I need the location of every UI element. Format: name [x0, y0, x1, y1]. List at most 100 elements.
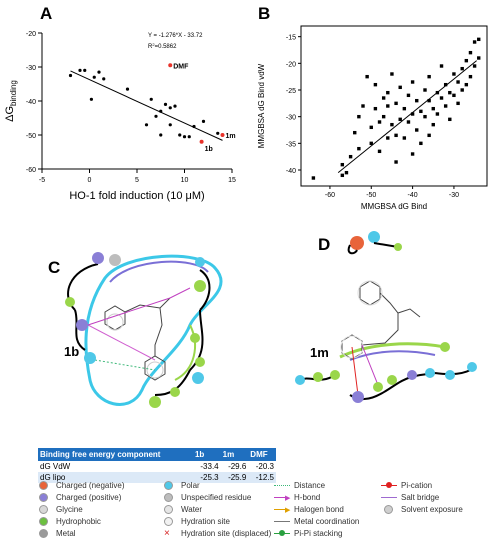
- legend-line-icon: [274, 517, 290, 526]
- legend-item: Charged (positive): [36, 492, 121, 503]
- chart-b-point: [468, 74, 473, 79]
- chart-b-point: [448, 117, 452, 122]
- chart-b-point: [406, 120, 411, 124]
- chart-b-point: [353, 130, 357, 135]
- chart-b-point: [477, 37, 481, 42]
- chart-b-point: [448, 90, 452, 95]
- chart-a-x-tick-label: 0: [88, 177, 92, 184]
- chart-b-point: [398, 117, 402, 122]
- chart-a-point: [216, 131, 220, 135]
- chart-a-ylabel: ΔGbinding: [4, 80, 18, 122]
- legend-arrow-icon: ▶: [274, 493, 290, 502]
- chart-a-point: [154, 114, 158, 118]
- chart-b-point: [472, 40, 477, 44]
- legend-item-label: Solvent exposure: [401, 505, 463, 514]
- legend-item-label: Hydrophobic: [56, 517, 101, 526]
- legend-item: Solvent exposure: [381, 504, 463, 515]
- legend-ball-icon: [161, 505, 177, 514]
- legend-item-label: Salt bridge: [401, 493, 440, 502]
- chart-b-point: [435, 90, 440, 95]
- legend-item: Salt bridge: [381, 492, 439, 503]
- chart-b-point: [423, 114, 427, 119]
- chart-b-point: [419, 141, 423, 146]
- energy-table-header: Binding free energy component 1b 1m DMF: [38, 448, 276, 461]
- chart-a-point: [192, 124, 196, 129]
- chart-b-point: [373, 82, 378, 87]
- chart-b-x-ticks: -60 -50 -40 -30: [325, 186, 459, 199]
- legend-dots-icon: [274, 481, 290, 490]
- chart-b-point: [340, 173, 345, 178]
- ligand-label-1m: 1m: [310, 345, 329, 360]
- chart-a-highlighted: DMF 1b 1m: [168, 63, 236, 153]
- residues-1m: [295, 342, 477, 403]
- panel-label-b: B: [258, 4, 271, 23]
- legend-ball-icon: [161, 481, 177, 490]
- legend-item: ▶ Halogen bond: [274, 504, 344, 515]
- table-row: dG lipo -25.3 -25.9 -12.5: [38, 472, 276, 483]
- chart-b-x-tick-label: -60: [325, 192, 335, 199]
- chart-b-point: [439, 96, 444, 100]
- residues-top-1m: [347, 231, 402, 255]
- pocket-outline-1m-2: [349, 350, 436, 361]
- chart-b-point: [386, 90, 390, 95]
- chart-b-point: [456, 80, 460, 84]
- chart-a-y-tick-label: -60: [26, 167, 36, 174]
- chart-a-point: [187, 135, 191, 139]
- legend-halo-icon: [381, 505, 397, 514]
- chart-a-point: [125, 87, 130, 91]
- legend-item-label: Distance: [294, 481, 326, 490]
- chart-b-point: [348, 154, 353, 159]
- legend-item: × Hydration site (displaced): [161, 528, 271, 539]
- table-cell: dG lipo: [38, 472, 193, 483]
- panel-label-a: A: [40, 4, 53, 23]
- chart-b-point: [443, 82, 448, 87]
- chart-a-highlight-label: 1m: [226, 133, 236, 140]
- chart-b-point: [410, 152, 415, 156]
- chart-a-x-ticks: -5 0 5 10 15: [39, 169, 236, 184]
- chart-b-x-tick-label: -50: [366, 192, 376, 199]
- chart-b-point: [394, 101, 398, 106]
- chart-b-points: [311, 37, 481, 180]
- chart-a-point: [78, 68, 82, 72]
- table-cell: -25.9: [220, 472, 249, 483]
- chart-a-x-tick-label: 15: [228, 177, 236, 184]
- chart-a-y-tick-label: -30: [26, 65, 36, 72]
- chart-a-highlight-label: 1b: [205, 146, 213, 153]
- chart-b-point: [386, 136, 390, 140]
- chart-a-point: [168, 106, 172, 110]
- legend-line-icon: [381, 493, 397, 502]
- chart-b-frame: [300, 25, 488, 187]
- legend-item: ▶ H-bond: [274, 492, 320, 503]
- table-cell: dG VdW: [38, 461, 193, 472]
- legend-item-label: Pi-cation: [401, 481, 433, 490]
- interaction-lines-1b: [87, 287, 191, 371]
- legend-ball-icon: [36, 517, 52, 526]
- chart-b-point: [377, 149, 382, 154]
- pocket-outline-1b-right: [174, 324, 196, 381]
- chart-b-y-ticks: -15 -20 -25 -30 -35 -40: [286, 35, 301, 175]
- chart-b-point: [381, 114, 386, 119]
- chart-b-ylabel: MMGBSA dG Bind vdW: [257, 63, 266, 148]
- legend-item: Charged (negative): [36, 480, 124, 491]
- legend-item-label: Hydration site (displaced): [181, 529, 272, 538]
- chart-b-point: [365, 74, 369, 79]
- chart-a-highlight-point: [168, 63, 173, 68]
- chart-b-point: [369, 125, 373, 130]
- backbone-1b: [67, 263, 211, 396]
- chart-b-point: [402, 106, 407, 111]
- chart-a-point: [159, 133, 163, 137]
- chart-b-y-tick-label: -15: [286, 35, 296, 42]
- table-row: dG VdW -33.4 -29.6 -20.3: [38, 461, 276, 472]
- legend-item-label: Unspecified residue: [181, 493, 252, 502]
- chart-b-point: [369, 141, 373, 146]
- interaction-lines-1m: [351, 344, 379, 396]
- chart-b-point: [415, 98, 419, 103]
- chart-b-point: [452, 93, 456, 98]
- legend-item-label: Water: [181, 505, 203, 514]
- legend-item: Metal: [36, 528, 76, 539]
- chart-a-point: [83, 68, 87, 72]
- chart-a-y-tick-label: -20: [26, 31, 36, 38]
- panel-label-c: C: [48, 258, 61, 277]
- chart-b-x-tick-label: -40: [408, 192, 418, 199]
- legend-item-label: Charged (negative): [56, 481, 125, 490]
